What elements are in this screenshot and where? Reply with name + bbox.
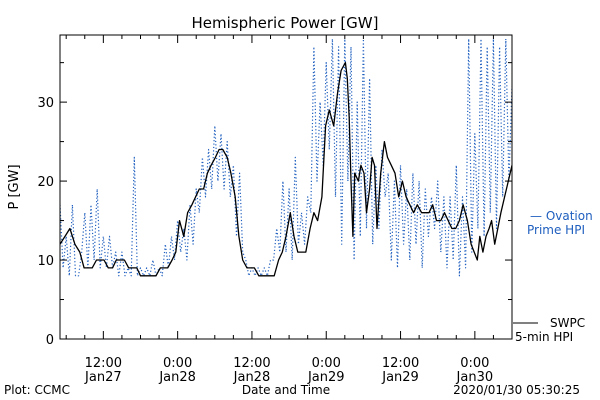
legend-swpc-line2: 5-min HPI: [515, 330, 573, 344]
x-tick-date-label: Jan29: [381, 370, 419, 385]
series-swpc-line: [60, 61, 512, 277]
y-tick-label: 30: [37, 96, 54, 111]
series-ovation-prime-line: [60, 38, 512, 277]
legend-ovation-line2: Prime HPI: [527, 223, 585, 237]
legend-ovation-line1: — Ovation: [530, 209, 593, 223]
series-layer: [60, 38, 512, 277]
x-axis: 12:00Jan270:00Jan2812:00Jan280:00Jan2912…: [65, 35, 513, 385]
x-tick-date-label: Jan28: [233, 370, 271, 385]
plot-frame: [59, 34, 513, 340]
x-tick-date-label: Jan28: [158, 370, 196, 385]
x-tick-date-label: Jan30: [456, 370, 494, 385]
x-axis-label: Date and Time: [242, 383, 330, 397]
y-tick-label: 10: [37, 254, 54, 269]
x-tick-time-label: 0:00: [460, 356, 489, 371]
x-tick-date-label: Jan27: [84, 370, 122, 385]
y-tick-label: 20: [37, 175, 54, 190]
y-axis-label: P [GW]: [7, 164, 22, 209]
x-tick-time-label: 12:00: [85, 356, 122, 371]
y-axis: 0 10 20 30: [37, 62, 512, 348]
y-tick-label: 0: [46, 333, 54, 348]
x-tick-time-label: 12:00: [382, 356, 419, 371]
footer-timestamp: 2020/01/30 05:30:25: [453, 383, 580, 397]
chart-title: Hemispheric Power [GW]: [192, 14, 379, 32]
x-tick-time-label: 12:00: [233, 356, 270, 371]
footer-plot-credit: Plot: CCMC: [4, 383, 70, 397]
x-tick-time-label: 0:00: [312, 356, 341, 371]
legend-swpc-line1: SWPC: [550, 316, 585, 330]
x-tick-date-label: Jan29: [307, 370, 345, 385]
x-tick-time-label: 0:00: [163, 356, 192, 371]
